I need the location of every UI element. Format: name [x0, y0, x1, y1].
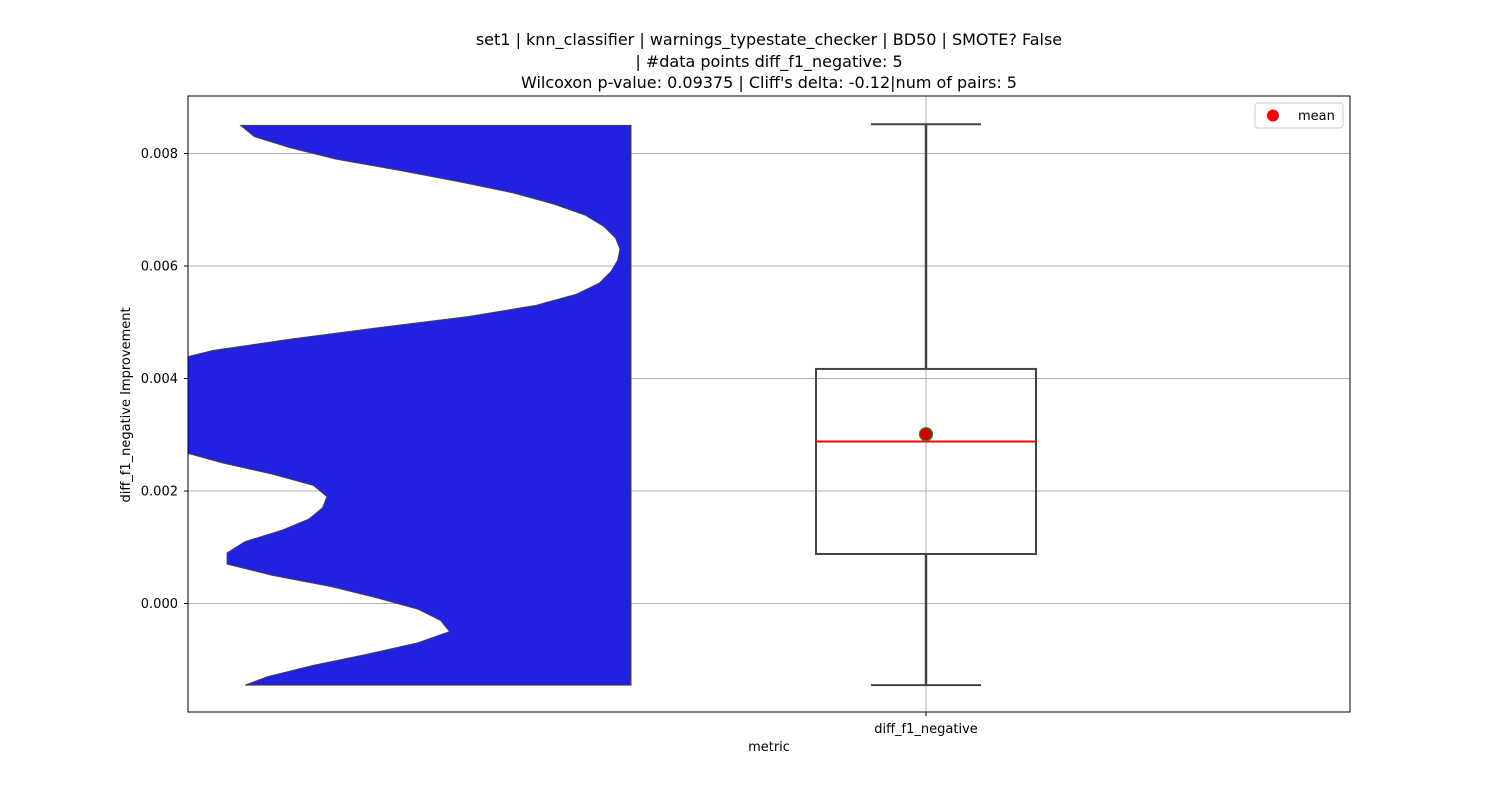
- x-axis-label: metric: [748, 740, 790, 755]
- legend-mean-label: mean: [1298, 109, 1335, 124]
- violin-layer: [168, 125, 631, 685]
- y-tick-label: 0.006: [141, 260, 178, 275]
- y-tick-label: 0.008: [141, 147, 178, 162]
- legend: mean: [1255, 103, 1343, 128]
- y-axis-label: diff_f1_negative Improvement: [119, 307, 134, 502]
- violin-body: [168, 125, 631, 685]
- y-tick-label: 0.004: [141, 372, 178, 387]
- mean-marker: [920, 428, 933, 441]
- y-tick-label: 0.002: [141, 485, 178, 500]
- legend-mean-marker: [1267, 110, 1279, 122]
- x-ticks: diff_f1_negative: [874, 712, 978, 737]
- x-tick-label: diff_f1_negative: [874, 722, 978, 737]
- y-tick-label: 0.000: [141, 597, 178, 612]
- y-ticks: 0.000 0.002 0.004 0.006 0.008: [141, 147, 188, 612]
